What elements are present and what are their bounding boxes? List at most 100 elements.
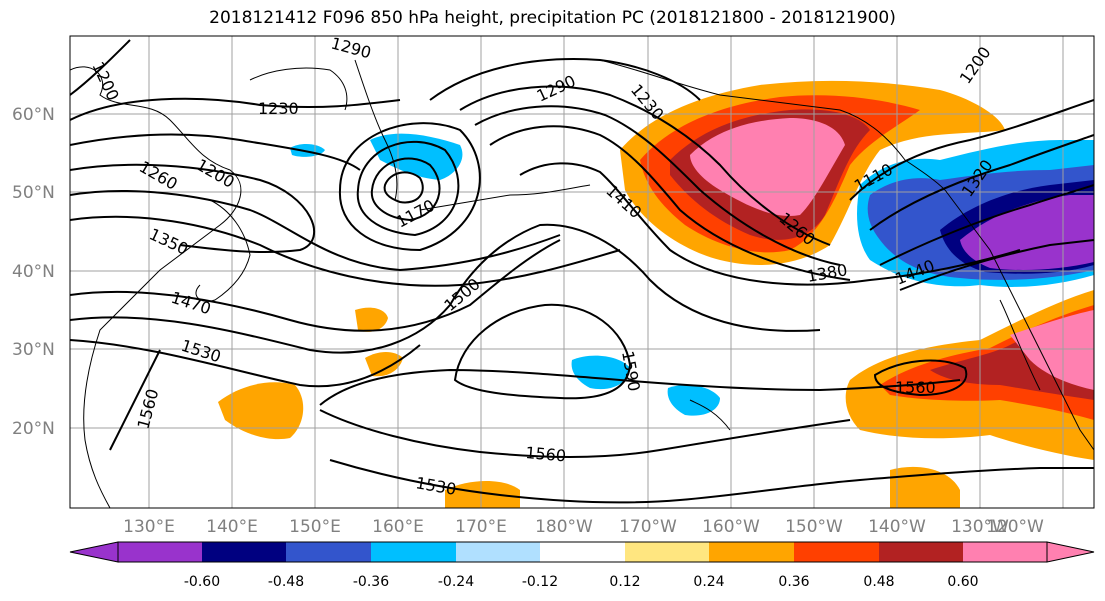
precip-region-subtropics-south [445, 481, 520, 508]
contour-east-3 [899, 239, 1094, 291]
lon-label: 140°E [206, 517, 258, 537]
coast-kamchatka [354, 59, 398, 201]
height-contours [70, 39, 1094, 504]
colorbar-segment [456, 542, 540, 562]
lat-label: 30°N [12, 340, 55, 360]
contour-west-coast [849, 99, 1094, 201]
colorbar-tick-label: -0.60 [184, 574, 220, 590]
lon-label: 170°W [619, 517, 677, 537]
contour-low-2 [356, 140, 460, 237]
colorbar-tick-label: 0.48 [863, 574, 894, 590]
lon-label: 150°W [785, 517, 843, 537]
contour-label: 1260 [136, 157, 181, 194]
colorbar-tick-label: 0.36 [778, 574, 809, 590]
precip-region-baja-peak [1010, 310, 1094, 390]
contour-label: 1560 [895, 378, 936, 397]
colorbar-tick-label: 0.60 [947, 574, 978, 590]
lon-label: 150°E [289, 517, 341, 537]
contour-label: 1290 [329, 34, 373, 63]
colorbar-tick-label: 0.24 [693, 574, 724, 590]
contour-ridge-a [459, 85, 831, 246]
contour-low-inner [383, 171, 424, 204]
latitude-labels: 60°N 50°N 40°N 30°N 20°N [12, 105, 55, 439]
longitude-labels: 130°E 140°E 150°E 160°E 170°E 180°W 170°… [123, 517, 1044, 537]
colorbar-segment [963, 542, 1047, 562]
contour-1560-west [109, 349, 161, 451]
colorbar-tick-label: -0.48 [268, 574, 304, 590]
contour-label: 1470 [169, 288, 214, 319]
contour-ridge-b [474, 105, 841, 266]
contour-label: 1200 [88, 59, 122, 104]
contour-low-1 [370, 157, 441, 222]
contour-label: 1290 [534, 71, 579, 105]
coast-hawaii [689, 399, 731, 431]
colorbar-segment [709, 542, 794, 562]
lat-label: 50°N [12, 183, 55, 203]
contour-1230 [70, 97, 401, 121]
lon-label: 160°W [702, 517, 760, 537]
precip-region-westcoast-peak [960, 195, 1094, 270]
contour-1350 [70, 215, 621, 287]
coast-na-west [944, 189, 1094, 451]
colorbar-tick-label: -0.36 [353, 574, 389, 590]
contour-1410 [429, 58, 701, 101]
precip-region-kamchatka [370, 133, 463, 180]
contour-east-1 [869, 134, 1094, 231]
graticule [70, 36, 1094, 508]
contour-label: 1200 [956, 43, 995, 87]
lon-label: 170°E [455, 517, 507, 537]
contour-1440 [519, 162, 1021, 286]
contour-1530 [70, 339, 421, 388]
contour-low-3 [338, 122, 481, 252]
colorbar-segment [371, 542, 456, 562]
contour-label: 1560 [525, 443, 567, 465]
precip-region-baja-south [890, 466, 960, 508]
contour-label: 1200 [193, 155, 238, 192]
lon-label: 180°W [535, 517, 593, 537]
precip-region-hawaii [667, 385, 720, 416]
contour-1560-south [319, 409, 851, 458]
coast-baja [999, 299, 1041, 391]
colorbar-segment [794, 542, 879, 562]
lon-label: 130°E [123, 517, 175, 537]
lon-label: 130°W [951, 517, 1009, 537]
contour-1560-main [319, 368, 961, 406]
contour-east-2 [879, 184, 1094, 266]
lon-label: 160°E [372, 517, 424, 537]
contour-label: 1380 [805, 260, 848, 286]
contour-1590 [453, 303, 632, 400]
precip-region-central-pacific [571, 355, 630, 390]
contour-label: 1350 [146, 224, 191, 258]
contour-1560-east [873, 359, 968, 397]
contour-1260 [70, 133, 361, 171]
map-frame [69, 35, 1095, 509]
contour-1470 [70, 239, 561, 332]
coast-asia [70, 66, 242, 508]
map-title: 2018121412 F096 850 hPa height, precipit… [209, 8, 896, 28]
colorbar-tick-label: -0.12 [522, 574, 558, 590]
contour-ridge-c [489, 125, 851, 281]
contour-label: 1230 [258, 99, 299, 118]
colorbar-segment [540, 542, 625, 562]
colorbar-segment [625, 542, 709, 562]
colorbar-extend-min [69, 541, 119, 563]
coast-okhotsk [249, 67, 348, 111]
contour-1290 [70, 163, 316, 254]
lon-label: 140°W [868, 517, 926, 537]
lon-label: 120°W [986, 517, 1044, 537]
contour-label: 1530 [414, 473, 457, 499]
colorbar-frame [117, 541, 1048, 563]
colorbar-ticks: -0.60 -0.48 -0.36 -0.24 -0.12 0.12 0.24 … [184, 574, 979, 590]
colorbar-extend-max [1046, 541, 1095, 563]
contour-label: 1590 [618, 349, 644, 392]
coast-aleutians [419, 184, 591, 211]
contour-1500 [70, 223, 821, 354]
precip-region-west-pacific-b [355, 307, 388, 332]
precip-shading [218, 80, 1094, 508]
colorbar [69, 541, 1095, 563]
precip-region-west-pacific [218, 382, 304, 440]
colorbar-segment [286, 542, 371, 562]
contour-1200-a [70, 39, 131, 96]
colorbar-segment [202, 542, 286, 562]
